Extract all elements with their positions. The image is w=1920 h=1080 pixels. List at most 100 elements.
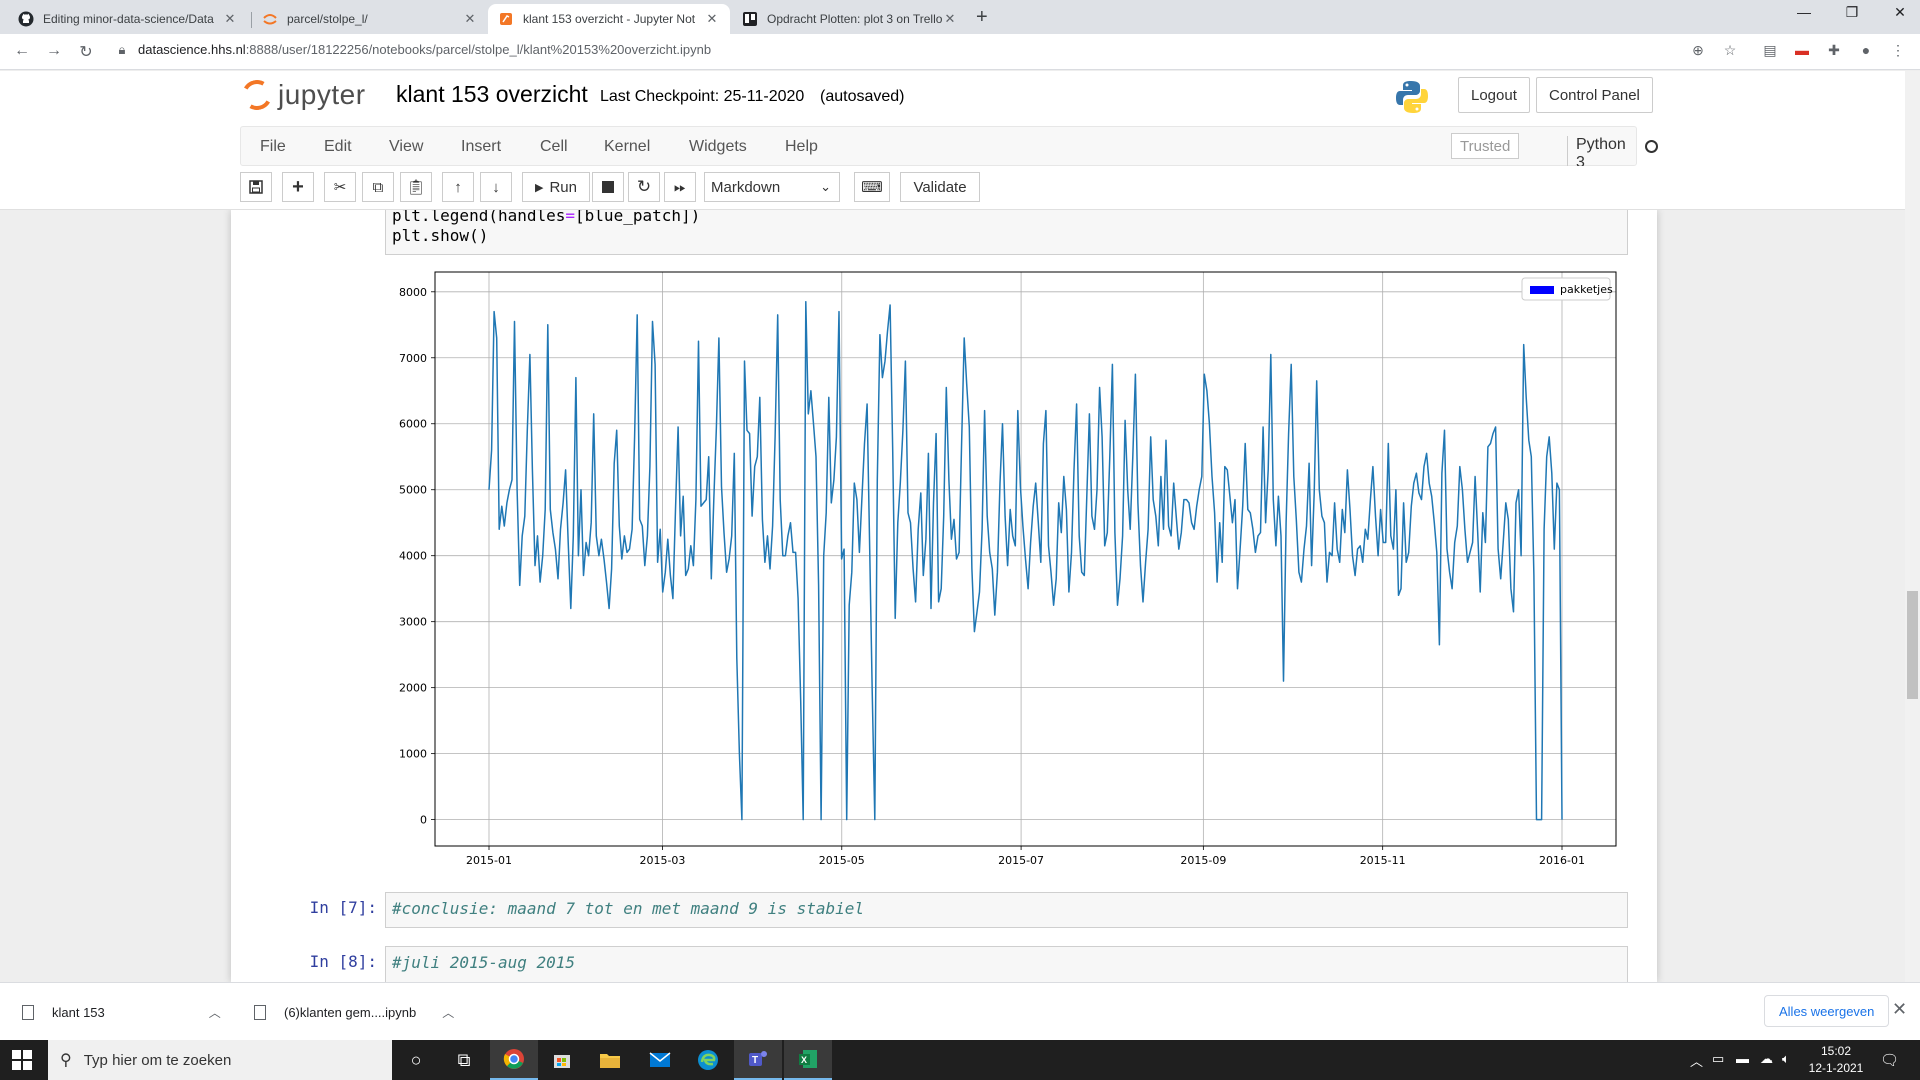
extensions-puzzle-icon[interactable]: ✚ — [1828, 42, 1840, 58]
comment-text: #juli 2015-aug 2015 — [392, 953, 576, 972]
y-tick-label: 5000 — [399, 484, 427, 497]
menu-view[interactable]: View — [389, 138, 424, 155]
markdown-cell[interactable]: #conclusie: maand 7 tot en met maand 9 i… — [385, 892, 1628, 928]
chevron-up-icon[interactable]: ︿ — [442, 1005, 455, 1020]
chevron-up-icon[interactable]: ︿ — [1690, 1054, 1704, 1069]
menu-insert[interactable]: Insert — [461, 138, 502, 155]
y-tick-label: 8000 — [399, 286, 427, 299]
zoom-icon[interactable]: ⊕ — [1692, 42, 1704, 58]
jupyter-logo[interactable]: jupyter — [238, 76, 366, 114]
page-scrollbar[interactable] — [1905, 71, 1920, 982]
url-field[interactable]: datascience.hhs.nl:8888/user/18122256/no… — [138, 42, 711, 57]
menu-help[interactable]: Help — [785, 138, 818, 155]
copy-icon[interactable]: ⧉ — [362, 172, 394, 202]
onedrive-icon[interactable]: ☁ — [1760, 1051, 1773, 1066]
notebook-name[interactable]: klant 153 overzicht — [396, 81, 588, 107]
taskbar-search[interactable]: ⚲ Typ hier om te zoeken — [48, 1040, 392, 1080]
legend-box — [1521, 277, 1611, 301]
back-icon[interactable]: ← — [14, 42, 30, 59]
profile-avatar-icon[interactable]: ● — [1861, 42, 1871, 58]
bookmark-star-icon[interactable]: ☆ — [1723, 42, 1737, 58]
browser-menu-icon[interactable]: ⋮ — [1891, 42, 1905, 58]
chrome-icon[interactable] — [490, 1040, 538, 1080]
file-explorer-icon[interactable] — [586, 1040, 634, 1080]
move-down-icon[interactable]: ↓ — [480, 172, 512, 202]
cortana-icon[interactable]: ○ — [410, 1049, 422, 1070]
reader-icon[interactable]: ▤ — [1763, 42, 1777, 58]
browser-tab-parcel[interactable]: parcel/stolpe_l/ ✕ — [252, 4, 488, 34]
jupyter-logo-icon — [238, 76, 276, 114]
x-tick-label: 2015-03 — [639, 854, 685, 865]
chevron-up-icon[interactable]: ︿ — [208, 1005, 221, 1020]
scrollbar-thumb[interactable] — [1907, 591, 1918, 699]
cell-type-value: Markdown — [711, 178, 781, 196]
menu-cell[interactable]: Cell — [540, 138, 568, 155]
browser-tab-jupyter-notebook[interactable]: klant 153 overzicht - Jupyter Not ✕ — [488, 4, 730, 34]
kernel-name[interactable]: Python 3 — [1567, 136, 1636, 172]
menu-kernel[interactable]: Kernel — [604, 138, 651, 155]
close-icon[interactable]: ✕ — [1892, 999, 1908, 1019]
notebook-page: plt.legend(handles=[blue_patch]) plt.sho… — [231, 210, 1657, 982]
cell-type-select[interactable]: Markdown ⌄ — [704, 172, 840, 202]
cut-icon[interactable]: ✂ — [324, 172, 356, 202]
kernel-idle-icon — [1645, 140, 1658, 153]
fast-forward-icon[interactable]: ⏩︎ — [664, 172, 696, 202]
url-path: :8888/user/18122256/notebooks/parcel/sto… — [245, 42, 712, 57]
y-tick-label: 6000 — [399, 418, 427, 431]
menu-file[interactable]: File — [260, 138, 286, 155]
browser-tab-trello[interactable]: Opdracht Plotten: plot 3 on Trello ✕ — [732, 4, 968, 34]
store-icon[interactable] — [538, 1040, 586, 1080]
tab-title: klant 153 overzicht - Jupyter Not — [523, 12, 696, 26]
move-up-icon[interactable]: ↑ — [442, 172, 474, 202]
trusted-indicator[interactable]: Trusted — [1451, 133, 1520, 159]
download-item[interactable]: klant 153 ︿ — [22, 995, 221, 1029]
run-button[interactable]: ▶︎ Run — [522, 172, 590, 202]
jupyter-icon — [262, 11, 278, 27]
mail-icon[interactable] — [636, 1040, 684, 1080]
save-icon[interactable] — [240, 172, 272, 202]
show-all-downloads-button[interactable]: Alles weergeven — [1764, 995, 1890, 1027]
logout-button[interactable]: Logout — [1458, 77, 1530, 113]
jupyter-logo-text: jupyter — [278, 79, 366, 110]
browser-tab-github[interactable]: Editing minor-data-science/Data ✕ — [8, 4, 248, 34]
excel-icon[interactable]: X — [784, 1040, 832, 1080]
close-icon[interactable]: ✕ — [944, 11, 956, 26]
minimize-button[interactable]: — — [1797, 4, 1811, 20]
extension-icon[interactable]: ▬ — [1795, 42, 1809, 58]
paste-icon[interactable]: 📋︎ — [400, 172, 432, 202]
teams-icon[interactable]: T — [734, 1040, 782, 1080]
y-tick-label: 4000 — [399, 550, 427, 563]
close-icon[interactable]: ✕ — [224, 11, 236, 26]
menu-widgets[interactable]: Widgets — [689, 138, 747, 155]
windows-taskbar: ⚲ Typ hier om te zoeken ○ ⧉ T X ︿ ▭ ▬ ☁ 🔈… — [0, 1040, 1920, 1080]
menu-edit[interactable]: Edit — [324, 138, 352, 155]
battery-icon[interactable]: ▬ — [1736, 1051, 1749, 1066]
lock-icon[interactable]: 🔒︎ — [118, 42, 126, 57]
close-icon[interactable]: ✕ — [706, 11, 718, 26]
reload-icon[interactable]: ↻ — [79, 44, 93, 61]
restart-icon[interactable]: ↻ — [628, 172, 660, 202]
tab-title: parcel/stolpe_l/ — [287, 12, 368, 26]
close-icon[interactable]: ✕ — [464, 11, 476, 26]
svg-text:T: T — [752, 1055, 758, 1066]
window-close-button[interactable]: ✕ — [1894, 4, 1906, 20]
notifications-icon[interactable]: 🗨︎ — [1880, 1052, 1900, 1069]
taskbar-clock[interactable]: 15:02 12-1-2021 — [1806, 1043, 1866, 1077]
code-cell-editor[interactable]: plt.legend(handles=[blue_patch]) plt.sho… — [385, 210, 1628, 255]
keyboard-icon[interactable]: ⌨ — [854, 172, 890, 202]
code-cell[interactable]: #juli 2015-aug 2015 — [385, 946, 1628, 982]
download-item[interactable]: (6)klanten gem....ipynb ︿ — [254, 995, 454, 1029]
add-cell-icon[interactable]: + — [282, 172, 314, 202]
windows-start-icon[interactable] — [12, 1050, 32, 1070]
restore-button[interactable]: ❐ — [1845, 4, 1859, 20]
new-tab-button[interactable]: + — [976, 6, 988, 28]
cell-prompt: In [7]: — [309, 898, 377, 917]
volume-icon[interactable]: 🔈︎ — [1782, 1051, 1790, 1066]
edge-icon[interactable] — [684, 1040, 732, 1080]
network-icon[interactable]: ▭ — [1712, 1051, 1725, 1066]
validate-button[interactable]: Validate — [900, 172, 980, 202]
task-view-icon[interactable]: ⧉ — [457, 1049, 471, 1070]
interrupt-icon[interactable] — [592, 172, 624, 202]
control-panel-button[interactable]: Control Panel — [1536, 77, 1653, 113]
forward-icon[interactable]: → — [46, 42, 62, 59]
